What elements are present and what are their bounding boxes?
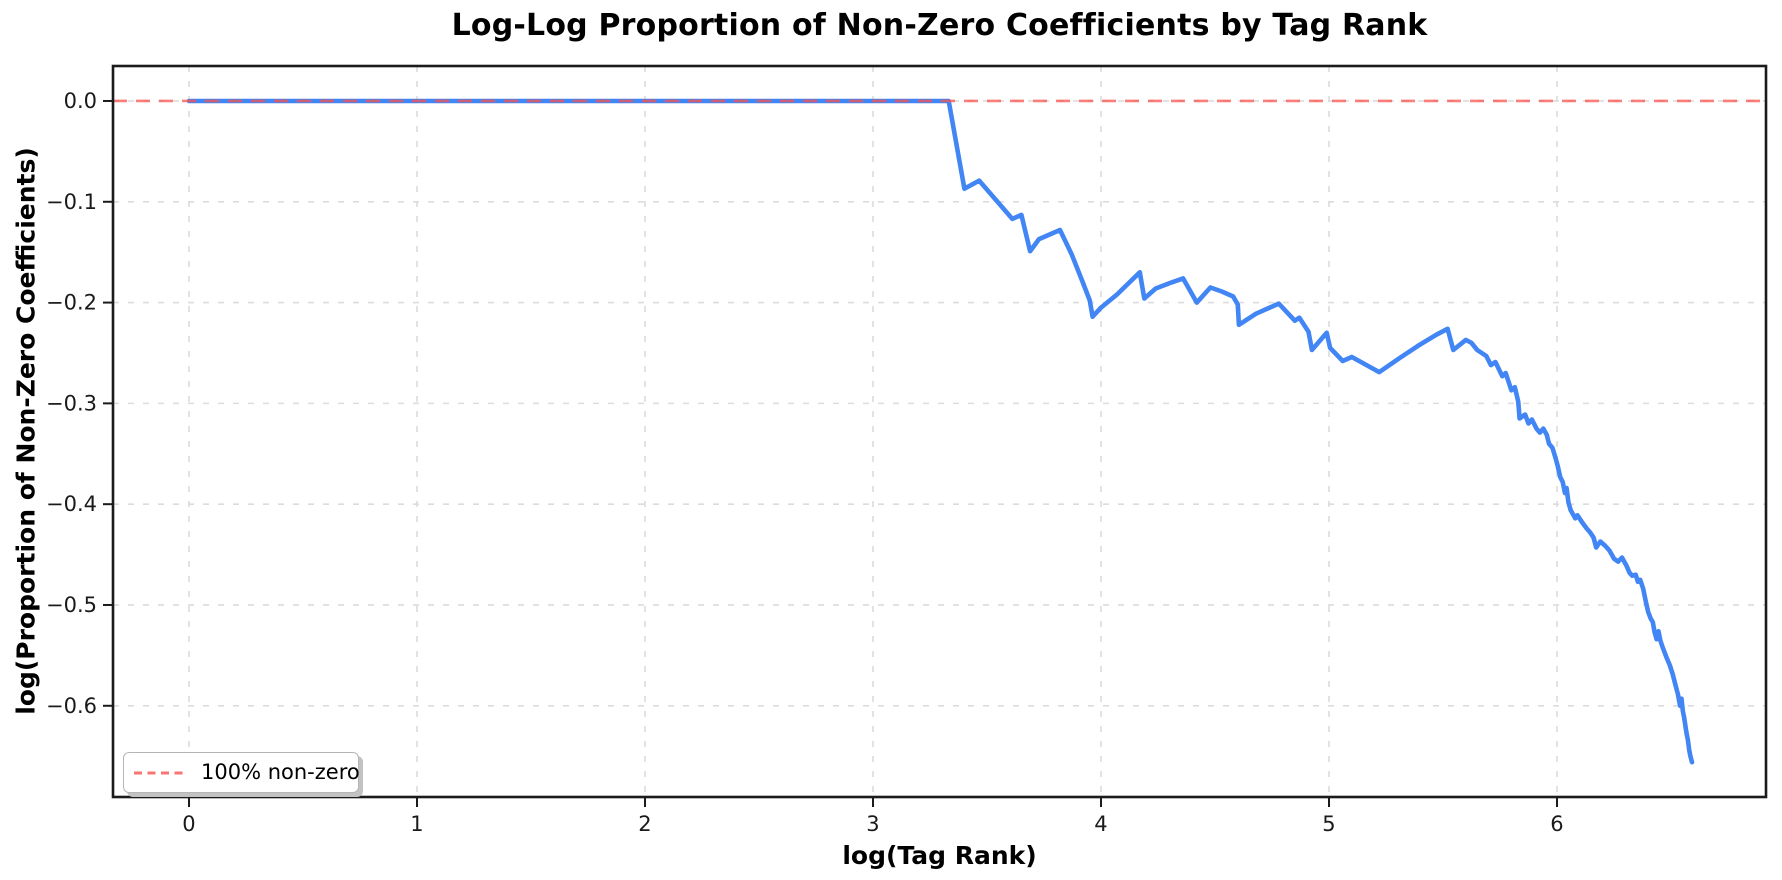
y-axis-label: log(Proportion of Non-Zero Coefficients) [11,147,41,715]
y-tick-label: −0.2 [46,291,97,315]
legend-label: 100% non-zero [201,760,360,784]
x-tick-label: 2 [638,812,651,836]
y-tick-label: −0.6 [46,694,97,718]
x-tick-label: 0 [182,812,195,836]
legend-dashed-line-sample [134,771,184,774]
y-tick-label: 0.0 [64,89,97,113]
legend: 100% non-zero [123,752,360,793]
y-tick-label: −0.5 [46,593,97,617]
x-tick-label: 3 [866,812,879,836]
y-tick-label: −0.1 [46,190,97,214]
x-tick-label: 1 [410,812,423,836]
y-tick-label: −0.3 [46,391,97,415]
x-tick-label: 6 [1550,812,1563,836]
x-axis-label: log(Tag Rank) [842,841,1037,870]
x-tick-label: 4 [1094,812,1107,836]
chart-title: Log-Log Proportion of Non-Zero Coefficie… [451,8,1428,43]
y-tick-label: −0.4 [46,492,97,516]
series-line [186,98,1695,765]
x-tick-label: 5 [1322,812,1335,836]
axes-spines [111,64,1768,799]
